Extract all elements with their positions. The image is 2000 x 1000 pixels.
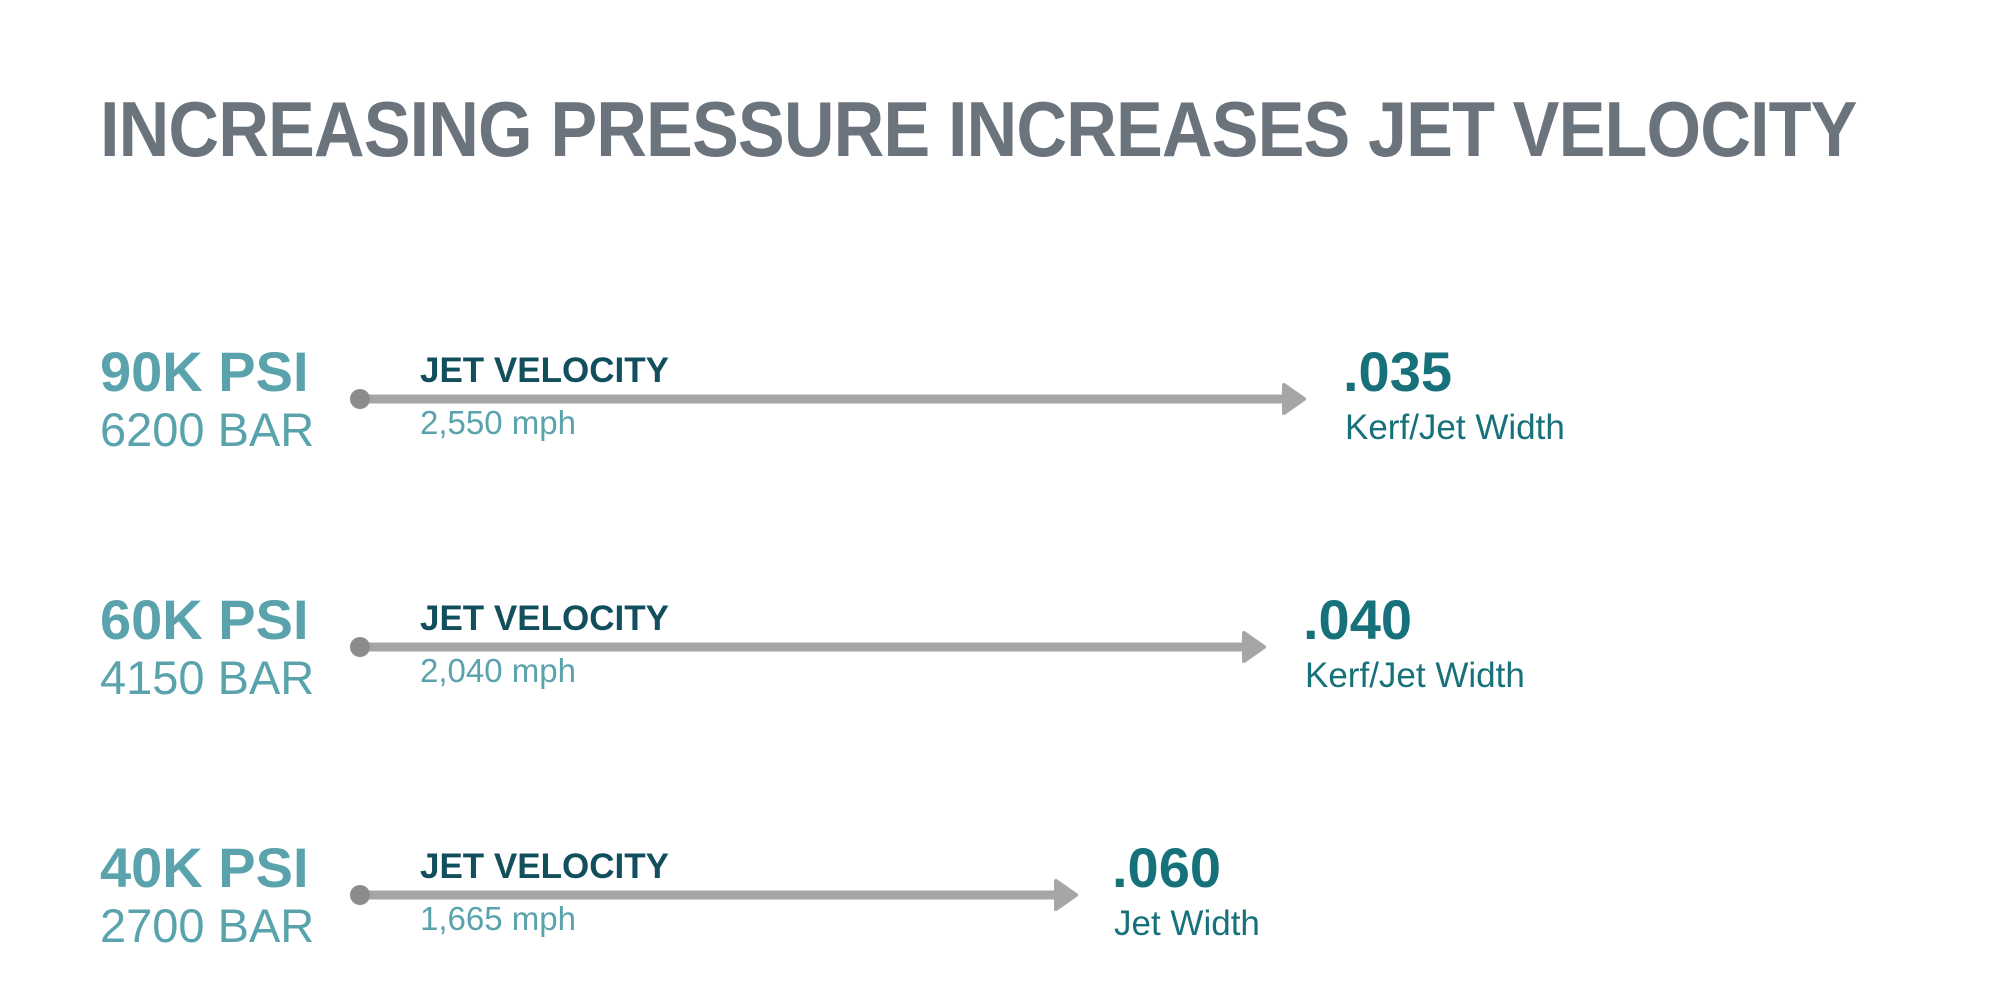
velocity-arrow: [350, 631, 1266, 663]
jet-velocity-value: 1,665 mph: [420, 900, 576, 937]
pressure-psi: 40K PSI: [100, 836, 309, 899]
jet-velocity-value: 2,040 mph: [420, 652, 576, 689]
jet-velocity-label: JET VELOCITY: [420, 351, 669, 390]
pressure-row-90k: 90K PSI 6200 BAR JET VELOCITY 2,550 mph …: [0, 340, 2000, 470]
velocity-arrow: [350, 879, 1078, 911]
pressure-row-40k: 40K PSI 2700 BAR JET VELOCITY 1,665 mph …: [0, 836, 2000, 966]
jet-width-value: .060: [1112, 836, 1221, 899]
jet-velocity-label: JET VELOCITY: [420, 847, 669, 886]
pressure-psi: 90K PSI: [100, 340, 309, 403]
jet-width-label: Kerf/Jet Width: [1345, 408, 1565, 447]
pressure-psi: 60K PSI: [100, 588, 309, 651]
jet-width-label: Jet Width: [1114, 904, 1260, 943]
jet-velocity-value: 2,550 mph: [420, 404, 576, 441]
jet-velocity-label: JET VELOCITY: [420, 599, 669, 638]
pressure-bar: 4150 BAR: [100, 651, 315, 704]
pressure-bar: 2700 BAR: [100, 899, 315, 952]
jet-width-value: .035: [1343, 340, 1452, 403]
pressure-bar: 6200 BAR: [100, 403, 315, 456]
pressure-row-60k: 60K PSI 4150 BAR JET VELOCITY 2,040 mph …: [0, 588, 2000, 718]
jet-width-label: Kerf/Jet Width: [1305, 656, 1525, 695]
velocity-arrow: [350, 383, 1306, 415]
page-title: INCREASING PRESSURE INCREASES JET VELOCI…: [100, 85, 1857, 173]
jet-width-value: .040: [1303, 588, 1412, 651]
